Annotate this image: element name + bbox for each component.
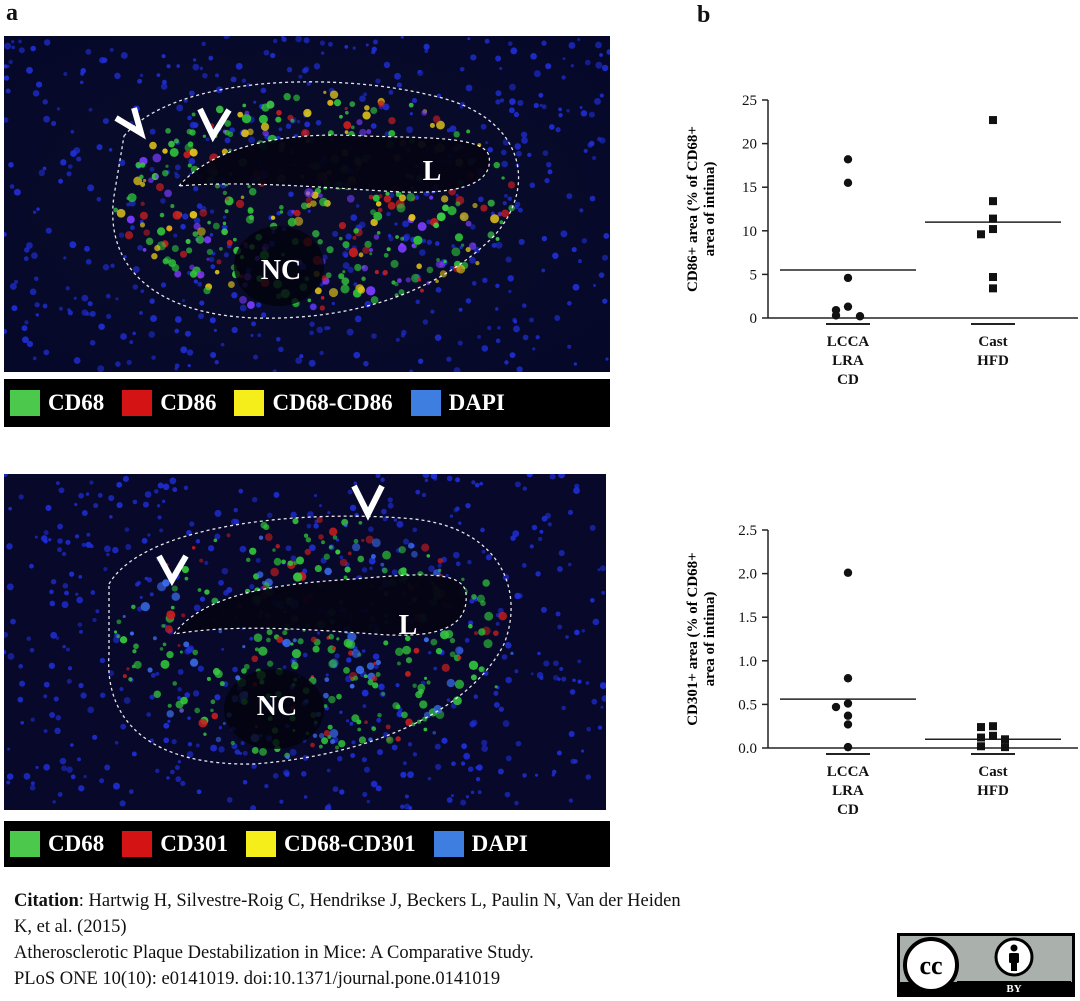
y-tick-label: 15 — [742, 180, 757, 196]
x-category-label: LRA — [832, 353, 864, 369]
legend-label: CD301 — [160, 831, 228, 856]
data-point — [843, 155, 853, 164]
legend-swatch — [410, 390, 441, 416]
legend-label: CD68-CD86 — [272, 390, 393, 415]
data-point — [989, 731, 997, 740]
data-point — [989, 722, 997, 731]
micrograph-cd301: L NC — [4, 474, 606, 810]
y-tick-label: 10 — [742, 224, 757, 240]
x-category-label: CD — [837, 372, 859, 388]
y-tick-label: 1.0 — [738, 654, 757, 670]
data-point — [989, 225, 997, 234]
citation-authors-cont: K, et al. (2015) — [14, 917, 127, 937]
legend-label: CD68-CD301 — [283, 831, 416, 856]
legend-label: CD68 — [48, 831, 105, 856]
legend-item: CD68 — [4, 831, 104, 857]
data-point — [977, 230, 985, 239]
micrograph-cd86: L NC — [4, 36, 610, 372]
legend-cd86: CD68 CD86 CD68-CD86 DAPI — [4, 379, 610, 427]
data-point — [843, 674, 853, 683]
data-point — [831, 702, 841, 712]
legend-item: CD68-CD301 — [240, 831, 416, 857]
legend-label: CD68 — [48, 390, 105, 415]
y-tick-label: 20 — [742, 137, 757, 153]
y-tick-label: 0.5 — [738, 697, 757, 713]
data-point — [977, 742, 985, 751]
citation-label: Citation — [14, 891, 79, 911]
panel-label-a: a — [6, 0, 18, 26]
y-tick-label: 2.5 — [738, 523, 757, 539]
x-category-label: LCCA — [827, 334, 870, 350]
panel-label-b: b — [697, 2, 711, 28]
cc-by-license-icon: cc BY — [897, 933, 1075, 997]
x-category-label: LCCA — [827, 764, 870, 780]
legend-item: CD68-CD86 — [228, 390, 393, 416]
y-tick-label: 1.5 — [738, 610, 757, 626]
data-point — [989, 116, 997, 125]
legend-cd301: CD68 CD301 CD68-CD301 DAPI — [4, 821, 610, 867]
legend-swatch — [122, 390, 153, 416]
data-point — [843, 742, 853, 752]
y-axis-label-line2: area of intima) — [702, 162, 718, 257]
y-tick-label: 25 — [742, 93, 757, 109]
y-tick-label: 5 — [750, 267, 758, 283]
citation-title: Atherosclerotic Plaque Destabilization i… — [14, 943, 534, 963]
lumen-label: L — [399, 610, 418, 641]
citation-journal: PLoS ONE 10(10): e0141019. doi:10.1371/j… — [14, 969, 501, 989]
legend-swatch — [234, 390, 265, 416]
x-category-label: CD — [837, 802, 859, 818]
legend-swatch — [433, 831, 464, 857]
necrotic-core-label: NC — [261, 255, 301, 286]
legend-swatch — [245, 831, 276, 857]
lumen-label: L — [423, 156, 442, 187]
y-tick-label: 0 — [750, 311, 758, 327]
data-point — [855, 312, 865, 321]
citation-authors: : Hartwig H, Silvestre-Roig C, Hendrikse… — [78, 891, 681, 911]
data-point — [1001, 743, 1009, 752]
data-point — [843, 699, 853, 708]
legend-item: DAPI — [405, 390, 505, 416]
y-tick-label: 2.0 — [738, 567, 757, 583]
y-axis-label-line1: CD301+ area (% of CD68+ — [685, 552, 701, 725]
y-axis-label-line2: area of intima) — [702, 592, 718, 687]
legend-item: CD86 — [116, 390, 216, 416]
legend-label: DAPI — [471, 831, 528, 856]
data-point — [843, 178, 853, 188]
data-point — [1001, 735, 1009, 744]
legend-item: CD68 — [4, 390, 104, 416]
cc-text: cc — [919, 951, 942, 980]
legend-label: CD86 — [160, 390, 217, 415]
scatter-chart-cd301: CD301+ area (% of CD68+ area of intima) … — [685, 523, 1078, 818]
legend-swatch — [10, 831, 40, 857]
data-point — [977, 733, 985, 742]
data-point — [843, 568, 853, 577]
x-category-label: HFD — [977, 353, 1009, 369]
y-axis-label-line1: CD86+ area (% of CD68+ — [685, 126, 701, 292]
legend-item: CD301 — [116, 831, 228, 857]
data-point — [989, 197, 997, 206]
data-point — [989, 273, 997, 282]
legend-item: DAPI — [428, 831, 528, 857]
data-point — [977, 723, 985, 732]
x-category-label: LRA — [832, 783, 864, 799]
y-tick-label: 0.0 — [738, 741, 757, 757]
necrotic-core-label: NC — [257, 691, 297, 722]
data-point — [989, 284, 997, 293]
x-category-label: Cast — [978, 334, 1007, 350]
x-category-label: HFD — [977, 783, 1009, 799]
data-point — [843, 302, 853, 311]
by-text: BY — [1006, 983, 1021, 995]
data-point — [831, 311, 841, 320]
data-point — [989, 214, 997, 223]
data-point — [843, 720, 853, 729]
scatter-chart-cd86: CD86+ area (% of CD68+ area of intima) 0… — [685, 93, 1078, 388]
legend-swatch — [122, 831, 153, 857]
legend-swatch — [10, 390, 40, 416]
legend-label: DAPI — [448, 390, 505, 415]
x-category-label: Cast — [978, 764, 1007, 780]
data-point — [843, 711, 853, 720]
citation: Citation: Hartwig H, Silvestre-Roig C, H… — [14, 888, 894, 992]
data-point — [843, 273, 853, 283]
